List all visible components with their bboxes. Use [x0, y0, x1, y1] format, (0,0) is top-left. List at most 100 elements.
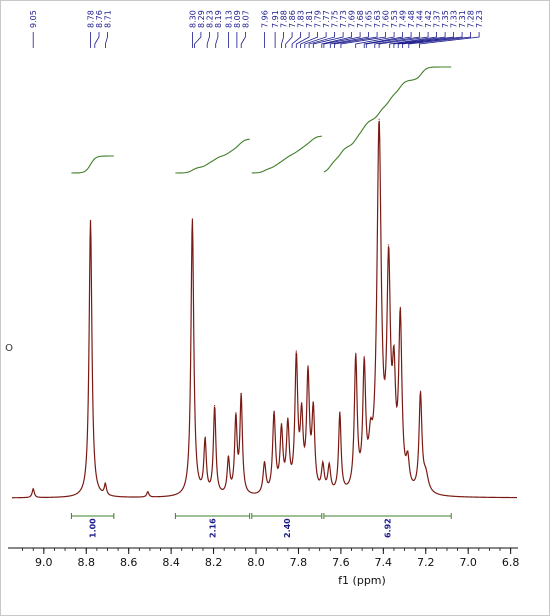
- peak-label: 7.83: [297, 10, 306, 28]
- integral-curve: [251, 135, 322, 174]
- spectrum-peak-point: [32, 488, 34, 490]
- peak-label-leader: [408, 32, 472, 48]
- peak-label-leader: [397, 32, 455, 48]
- peak-label: 7.31: [458, 10, 467, 28]
- peak-label: 8.09: [233, 10, 242, 28]
- peak-label: 7.81: [305, 10, 314, 28]
- peak-label: 7.75: [331, 10, 340, 28]
- spectrum-peak-point: [393, 345, 395, 347]
- x-tick-label: 9.0: [35, 556, 53, 569]
- peak-label: 7.44: [416, 10, 425, 28]
- peak-label: 7.28: [467, 10, 476, 28]
- peak-label-leader: [295, 32, 310, 48]
- peak-label-leader: [389, 32, 438, 48]
- peak-label: 7.79: [314, 10, 323, 28]
- spectrum-peak-point: [322, 461, 324, 463]
- spectrum-peak-point: [369, 417, 372, 419]
- peak-label: 7.91: [271, 10, 280, 28]
- integral-value-label: 2.16: [209, 518, 218, 538]
- peak-label: 7.23: [475, 10, 484, 28]
- peak-label: 8.78: [87, 10, 96, 28]
- peak-label: 8.19: [214, 10, 223, 28]
- peak-label: 7.35: [441, 10, 450, 28]
- peak-label: 7.49: [399, 10, 408, 28]
- integral-curve: [323, 66, 452, 173]
- peak-label: 7.96: [261, 10, 270, 28]
- spectrum-peak-point: [419, 390, 422, 392]
- peak-label: 7.69: [348, 10, 357, 28]
- spectrum-peak-point: [214, 404, 216, 407]
- x-tick-label: 8.8: [78, 556, 96, 569]
- spectrum-group: [11, 118, 518, 499]
- peak-label-leader: [365, 32, 412, 48]
- x-tick-label: 7.8: [290, 556, 308, 569]
- integral-curve: [71, 155, 114, 174]
- peak-label: 7.53: [390, 10, 399, 28]
- peak-label-group: 9.05 8.78 8.76 8.71 8.30 8.29 8.23 8.19 8.13 8.09…: [29, 10, 484, 48]
- peak-label: 8.29: [197, 10, 206, 28]
- peak-label-leader: [355, 32, 395, 48]
- spectrum-peak-point: [240, 392, 242, 394]
- spectrum-peak-point: [355, 352, 357, 354]
- x-tick-label: 7.4: [375, 556, 393, 569]
- peak-label: 8.76: [95, 10, 104, 28]
- peak-label: 7.63: [373, 10, 382, 28]
- spectrum-peak-point: [399, 306, 401, 308]
- peak-label-leader: [240, 32, 246, 48]
- peak-label-leader: [401, 32, 463, 48]
- peak-label-leader: [215, 32, 219, 48]
- x-axis-label: f1 (ppm): [338, 574, 386, 587]
- peak-label: 9.05: [29, 10, 38, 28]
- spectrum-peak-point: [378, 118, 380, 120]
- peak-label-leader: [285, 32, 293, 48]
- peak-label: 7.68: [356, 10, 365, 28]
- spectrum-peak-point: [295, 350, 297, 352]
- spectrum-peak-point: [339, 411, 341, 413]
- peak-label-leader: [418, 32, 480, 48]
- peak-label: 7.48: [407, 10, 416, 28]
- peak-label: 8.07: [241, 10, 250, 28]
- peak-label-leader: [323, 32, 361, 48]
- integral-bar-group: 1.00 2.16 2.40 6.92: [70, 513, 452, 538]
- peak-label-leader: [300, 32, 319, 48]
- peak-label-leader: [393, 32, 446, 48]
- side-marker-label: O: [5, 343, 13, 354]
- peak-label-leader: [194, 32, 202, 48]
- x-tick-label: 7.6: [332, 556, 350, 569]
- spectrum-peak-point: [273, 410, 275, 412]
- integral-curve-group: [71, 66, 452, 174]
- integral-value-label: 1.00: [89, 518, 98, 538]
- peak-label: 7.73: [339, 10, 348, 28]
- x-tick-label: 6.8: [502, 556, 520, 569]
- peak-label-leader: [304, 32, 327, 48]
- peak-label: 7.88: [280, 10, 289, 28]
- peak-label-leader: [206, 32, 210, 48]
- x-tick-label: 8.0: [247, 556, 265, 569]
- peak-label-leader: [105, 32, 108, 48]
- spectrum-peak-point: [328, 462, 330, 464]
- spectrum-series-line: [11, 120, 518, 499]
- spectrum-peak-point: [388, 244, 390, 246]
- integral-value-label: 2.40: [283, 518, 292, 538]
- x-tick-label: 7.0: [459, 556, 477, 569]
- spectrum-peak-point: [191, 218, 193, 220]
- x-axis: 9.0 8.8 8.6 8.4 8.2 8.0 7.8 7.6 7.4 7.2 7.0 6.8: [8, 547, 520, 569]
- peak-label-leader: [334, 32, 378, 48]
- peak-label: 8.30: [188, 10, 197, 28]
- peak-label-leader: [374, 32, 421, 48]
- peak-label: 7.60: [382, 10, 391, 28]
- x-tick-label: 8.4: [162, 556, 180, 569]
- peak-label-leader: [378, 32, 429, 48]
- peak-label: 7.86: [288, 10, 297, 28]
- spectrum-peak-point: [425, 467, 427, 469]
- peak-label: 7.77: [322, 10, 331, 28]
- spectrum-peak-point: [263, 461, 266, 463]
- peak-label: 7.37: [433, 10, 442, 28]
- spectrum-peak-point: [301, 402, 303, 404]
- peak-label: 7.42: [424, 10, 433, 28]
- x-tick-label: 7.2: [417, 556, 435, 569]
- peak-label: 8.71: [104, 10, 113, 28]
- spectrum-peak-point: [235, 412, 237, 414]
- spectrum-peak-point: [363, 356, 365, 358]
- peak-label-leader: [312, 32, 344, 48]
